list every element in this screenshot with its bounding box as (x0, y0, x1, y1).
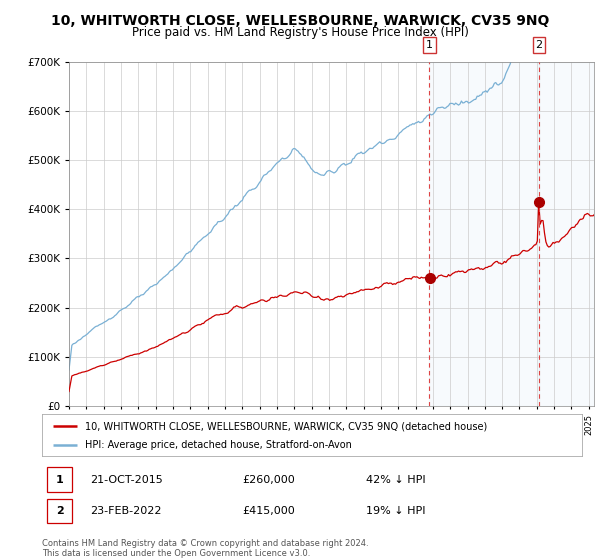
FancyBboxPatch shape (47, 468, 72, 492)
Text: 21-OCT-2015: 21-OCT-2015 (91, 475, 163, 484)
Text: 23-FEB-2022: 23-FEB-2022 (91, 506, 162, 516)
Text: 1: 1 (426, 40, 433, 50)
Text: £260,000: £260,000 (242, 475, 295, 484)
Text: 2: 2 (535, 40, 542, 50)
Text: 2: 2 (56, 506, 64, 516)
FancyBboxPatch shape (47, 499, 72, 524)
Bar (430, 62, 539, 406)
Text: 19% ↓ HPI: 19% ↓ HPI (366, 506, 425, 516)
Text: Price paid vs. HM Land Registry's House Price Index (HPI): Price paid vs. HM Land Registry's House … (131, 26, 469, 39)
Text: 10, WHITWORTH CLOSE, WELLESBOURNE, WARWICK, CV35 9NQ: 10, WHITWORTH CLOSE, WELLESBOURNE, WARWI… (51, 14, 549, 28)
Text: 10, WHITWORTH CLOSE, WELLESBOURNE, WARWICK, CV35 9NQ (detached house): 10, WHITWORTH CLOSE, WELLESBOURNE, WARWI… (85, 421, 487, 431)
Text: HPI: Average price, detached house, Stratford-on-Avon: HPI: Average price, detached house, Stra… (85, 440, 352, 450)
Text: 1: 1 (56, 475, 64, 484)
Text: £415,000: £415,000 (242, 506, 295, 516)
Text: Contains HM Land Registry data © Crown copyright and database right 2024.
This d: Contains HM Land Registry data © Crown c… (42, 539, 368, 558)
Bar (539, 62, 594, 406)
Text: 42% ↓ HPI: 42% ↓ HPI (366, 475, 425, 484)
